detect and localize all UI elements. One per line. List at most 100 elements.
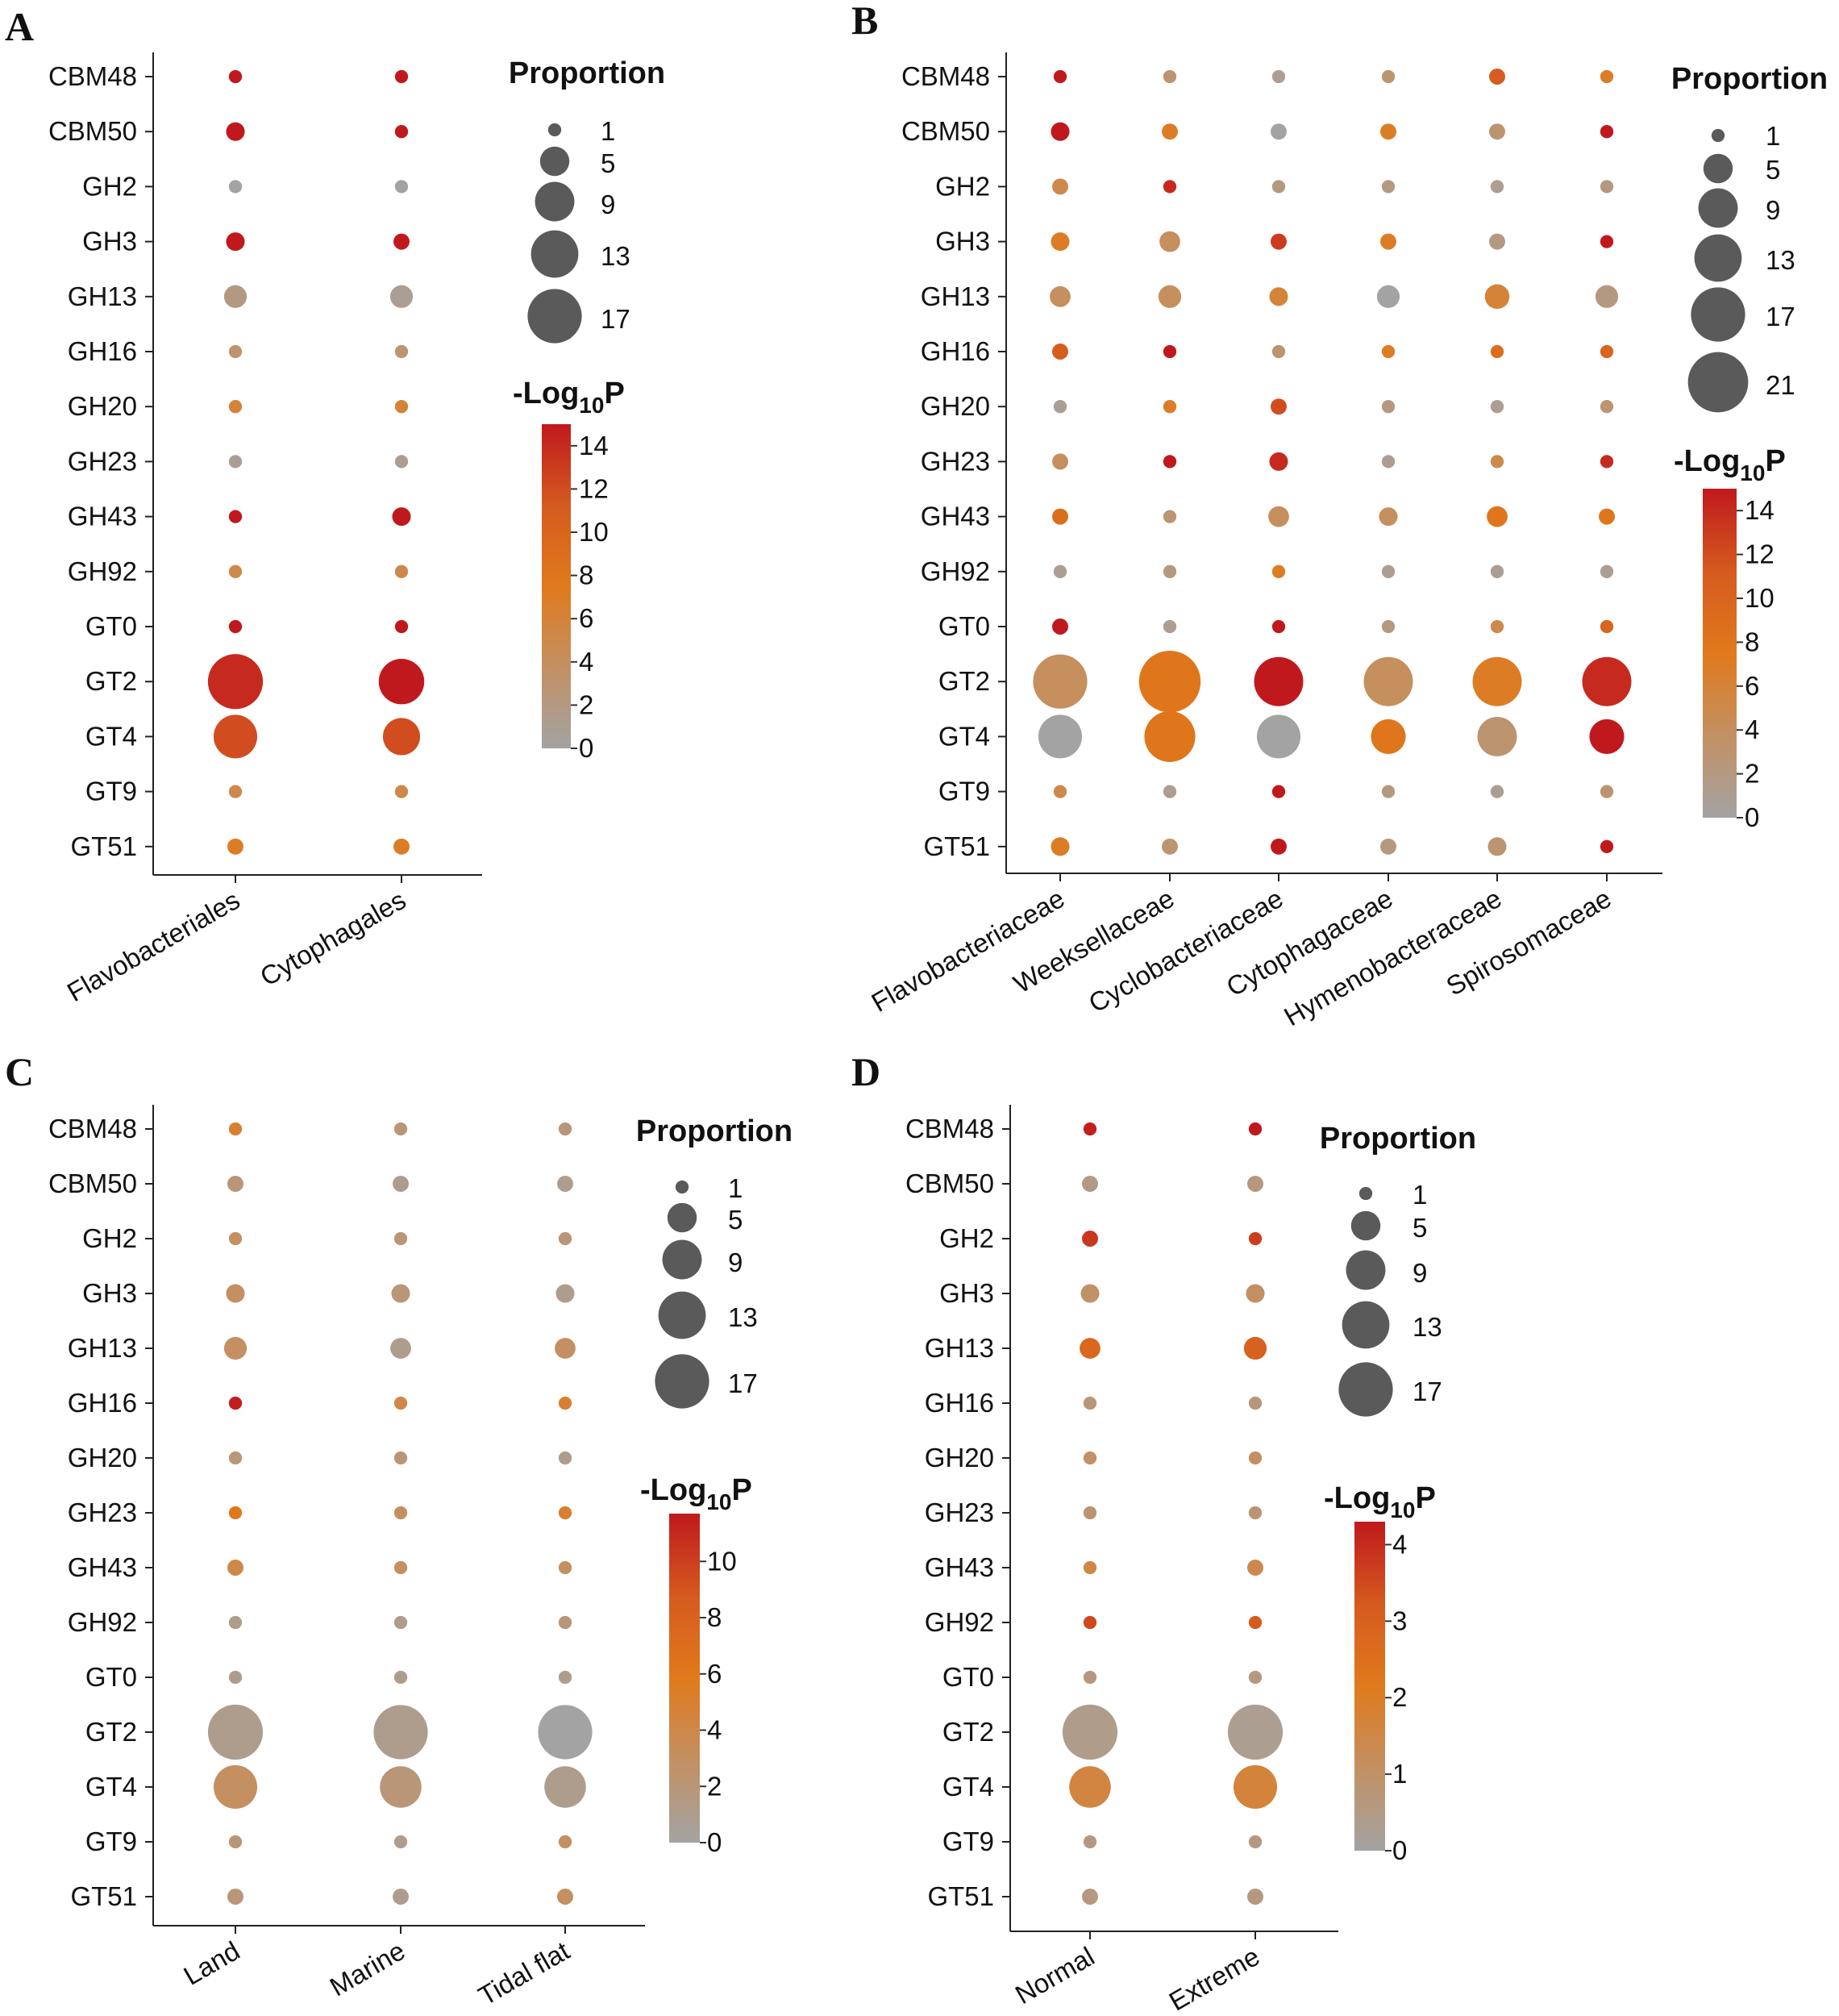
dot-gh20-cyclobacteriaceae	[1271, 398, 1287, 415]
y-tick-label: GH2	[939, 1223, 994, 1253]
dot-gh92-marine	[393, 1615, 408, 1630]
panel-c: C CBM48 CBM50 GH2 GH3 GH13 GH16 GH20 GH23 GH43 GH9…	[5, 1049, 793, 2011]
dot-gt9-cytophagales	[394, 785, 409, 798]
dot-gh43-flavobacteriales	[228, 510, 243, 523]
dot-gt0-hymenobacteraceae	[1490, 619, 1504, 634]
y-tick-label: GH3	[935, 227, 990, 256]
dot-cbm50-spirosomaceae	[1600, 125, 1614, 139]
dot-gh20-cytophagaceae	[1381, 400, 1396, 414]
color-bar-label: 10	[1745, 583, 1775, 613]
dot-gh23-tidal-flat	[558, 1506, 572, 1520]
y-tick-label: GT4	[85, 721, 137, 751]
dot-gt2-marine	[373, 1705, 428, 1760]
x-tick-label: Normal	[1010, 1941, 1100, 2010]
dot-gh43-cytophagales	[392, 507, 411, 527]
size-legend-label: 9	[601, 190, 615, 219]
dot-gt0-flavobacteriales	[228, 619, 243, 634]
y-tick-label: GH23	[68, 1497, 137, 1527]
panel-d: D CBM48 CBM50 GH2 GH3 GH13 GH16 GH20 GH23 GH43 GH9…	[851, 1049, 1476, 2016]
dot-gt4-tidal-flat	[544, 1766, 586, 1808]
y-tick-label: GH43	[921, 502, 990, 531]
panel-letter: B	[851, 0, 878, 43]
dot-gt2-tidal-flat	[538, 1705, 593, 1760]
color-bar	[1703, 489, 1737, 818]
y-tick-label: GT9	[942, 1826, 994, 1856]
size-legend-label: 5	[728, 1205, 743, 1235]
dot-cbm50-weeksellaceae	[1162, 123, 1178, 140]
dot-gh3-cyclobacteriaceae	[1271, 233, 1287, 250]
y-tick-label: GH92	[68, 1607, 137, 1637]
dot-cbm48-flavobacteriales	[228, 69, 243, 84]
size-legend-title: Proportion	[1671, 62, 1828, 96]
dot-gh92-hymenobacteraceae	[1490, 564, 1504, 578]
dot-gh23-cytophagaceae	[1381, 455, 1396, 469]
size-legend-label: 1	[1766, 121, 1780, 151]
dot-gh3-cytophagales	[393, 233, 410, 250]
dot-gh43-spirosomaceae	[1599, 508, 1615, 525]
y-tick-label: GT0	[85, 611, 137, 641]
y-tick-label: GH13	[68, 281, 137, 311]
dot-gt4-normal	[1069, 1766, 1111, 1808]
color-legend-title: -Log10P	[513, 377, 625, 418]
panel-letter: D	[851, 1049, 880, 1094]
dot-gh3-tidal-flat	[555, 1284, 575, 1303]
color-bar-label: 6	[579, 603, 593, 633]
dot-gh3-normal	[1080, 1284, 1100, 1303]
dot-cbm50-cytophagales	[394, 125, 409, 139]
dot-gt9-tidal-flat	[558, 1835, 572, 1849]
x-tick-label: Tidal flat	[473, 1935, 574, 2011]
size-legend-key	[539, 146, 570, 177]
color-bar-label: 8	[579, 560, 593, 590]
dot-gt0-extreme	[1248, 1670, 1263, 1685]
size-legend-key	[667, 1202, 697, 1233]
size-legend-label: 1	[601, 116, 615, 146]
size-legend-key	[675, 1180, 689, 1194]
dot-gt51-extreme	[1247, 1889, 1263, 1905]
dot-gh20-cytophagales	[394, 400, 409, 414]
dot-gh13-cyclobacteriaceae	[1269, 287, 1288, 306]
dot-gh92-tidal-flat	[558, 1615, 572, 1630]
size-legend-label: 13	[1766, 245, 1795, 275]
dot-gh20-marine	[393, 1451, 408, 1465]
dot-gt4-land	[213, 1764, 258, 1810]
dot-gh92-normal	[1083, 1615, 1097, 1630]
y-tick-label: GT2	[942, 1717, 994, 1747]
dot-cbm50-land	[227, 1176, 243, 1192]
size-legend-label: 9	[1413, 1258, 1427, 1288]
dot-gt4-marine	[380, 1766, 422, 1808]
color-bar-label: 6	[1745, 671, 1759, 701]
color-bar-label: 12	[1745, 539, 1775, 569]
dot-gt9-spirosomaceae	[1600, 785, 1614, 798]
size-legend-key	[1698, 188, 1738, 228]
size-legend-title: Proportion	[636, 1114, 793, 1148]
dot-gh43-marine	[393, 1560, 408, 1575]
dot-gh43-tidal-flat	[558, 1560, 572, 1575]
size-legend-label: 17	[728, 1368, 758, 1398]
size-legend-key	[1350, 1210, 1381, 1241]
dot-gh3-flavobacteriales	[226, 232, 245, 252]
y-tick-label: GH16	[68, 336, 137, 366]
size-legend-label: 9	[728, 1248, 743, 1277]
dot-cbm48-cytophagales	[394, 69, 409, 84]
dot-gh23-marine	[393, 1506, 408, 1520]
dot-gh16-extreme	[1248, 1396, 1263, 1410]
dot-gt2-weeksellaceae	[1138, 650, 1201, 713]
dot-cbm48-extreme	[1248, 1122, 1263, 1136]
dot-gt0-spirosomaceae	[1600, 619, 1614, 634]
y-tick-label: GT2	[938, 666, 990, 696]
size-legend-label: 17	[1413, 1377, 1442, 1406]
dot-gt4-flavobacteriaceae	[1038, 714, 1083, 759]
dot-gh13-tidal-flat	[555, 1338, 576, 1359]
color-bar-label: 14	[1745, 495, 1775, 525]
y-tick-label: GH43	[68, 502, 137, 531]
dot-gt9-weeksellaceae	[1163, 785, 1177, 798]
dot-gt2-cytophagaceae	[1363, 656, 1413, 706]
dot-cbm48-flavobacteriaceae	[1053, 69, 1067, 84]
dot-cbm48-marine	[393, 1122, 408, 1136]
y-tick-label: CBM50	[905, 1168, 994, 1198]
y-tick-label: GH2	[935, 171, 990, 201]
dot-gh20-tidal-flat	[558, 1451, 572, 1465]
y-tick-label: GT0	[938, 611, 990, 641]
color-bar-label: 0	[579, 733, 593, 763]
